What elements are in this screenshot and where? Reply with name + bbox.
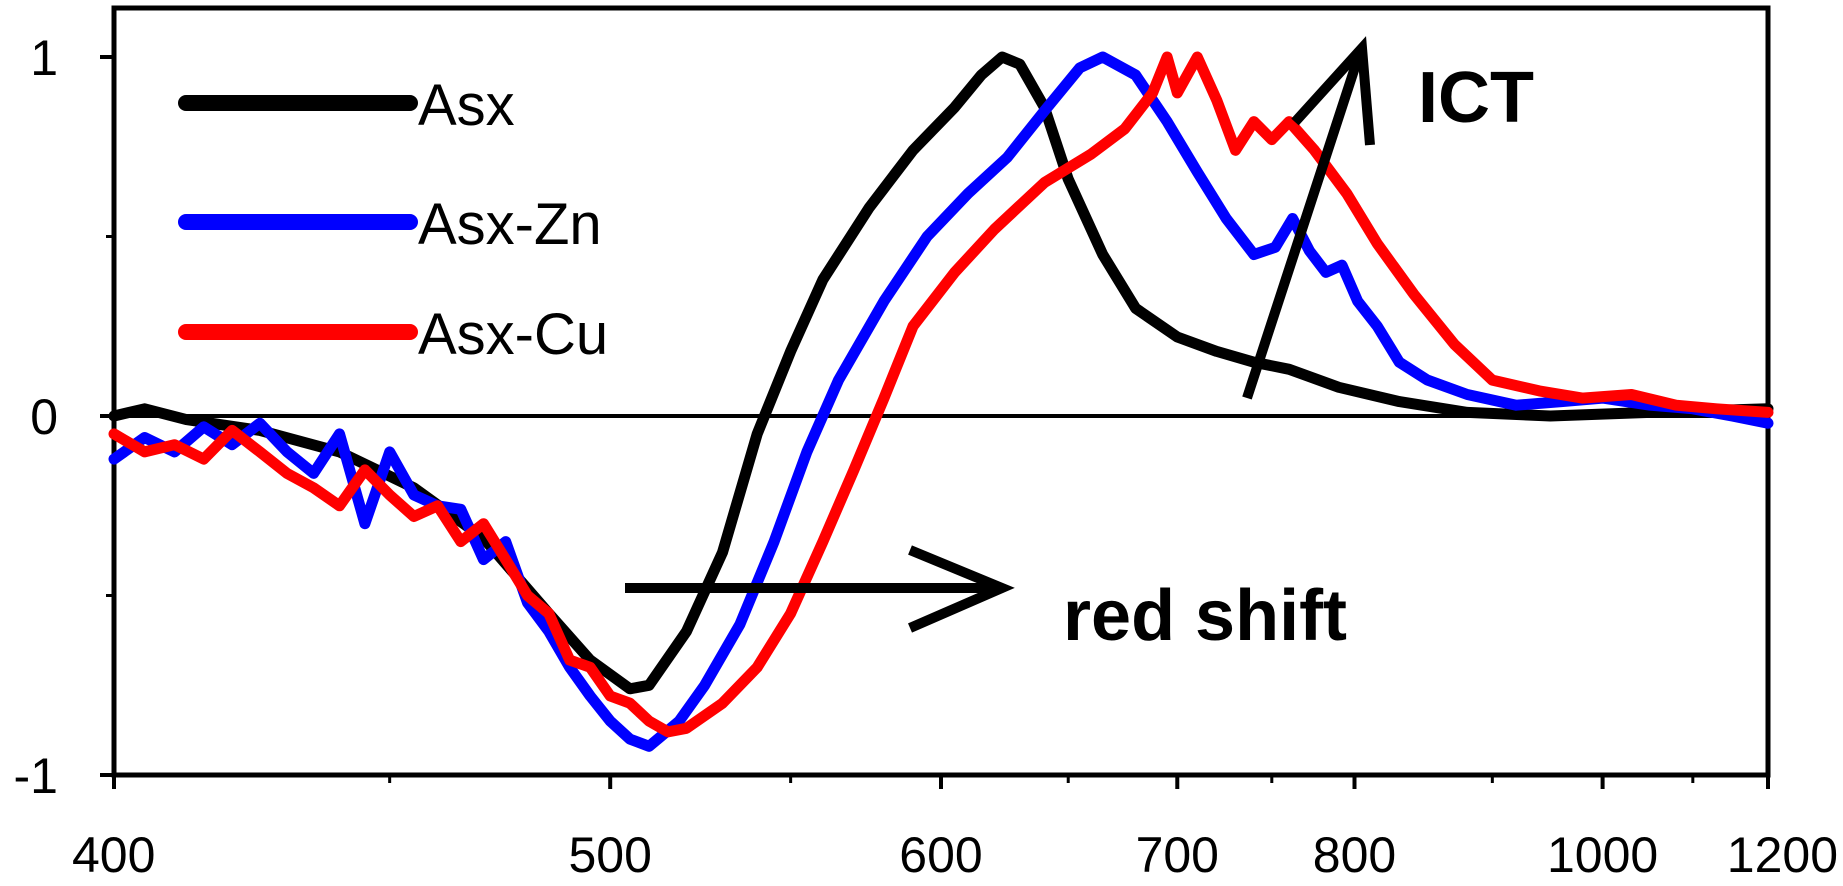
legend: Asx Asx-Zn Asx-Cu	[178, 73, 608, 367]
annotations: red shift ICT	[625, 36, 1534, 656]
ict-arrow	[1242, 50, 1365, 400]
red-shift-label: red shift	[1063, 576, 1347, 656]
series-line-asx-cu	[108, 51, 1774, 738]
y-tick-label: 0	[30, 389, 58, 445]
x-tick-label: 600	[899, 827, 982, 883]
x-tick-label: 1000	[1547, 827, 1658, 883]
x-tick-label: 500	[568, 827, 651, 883]
axis-ticks: 400 500 600 700 800 1000 1200 -1 0 1	[14, 30, 1838, 883]
x-tick-label: 800	[1313, 827, 1396, 883]
x-tick-label: 700	[1136, 827, 1219, 883]
x-tick-label: 1200	[1727, 827, 1838, 883]
legend-label: Asx-Cu	[418, 302, 608, 367]
ict-label: ICT	[1418, 58, 1534, 138]
x-tick-label: 400	[72, 827, 155, 883]
series-line-asx-zn	[108, 51, 1774, 752]
y-tick-label: 1	[30, 30, 58, 86]
legend-label: Asx	[418, 73, 515, 138]
legend-label: Asx-Zn	[418, 192, 602, 257]
series-group	[108, 51, 1774, 752]
ict-arrowhead	[1291, 36, 1375, 146]
y-tick-label: -1	[14, 748, 58, 804]
series-line-asx	[108, 51, 1774, 695]
red-shift-arrowhead	[908, 545, 1015, 633]
